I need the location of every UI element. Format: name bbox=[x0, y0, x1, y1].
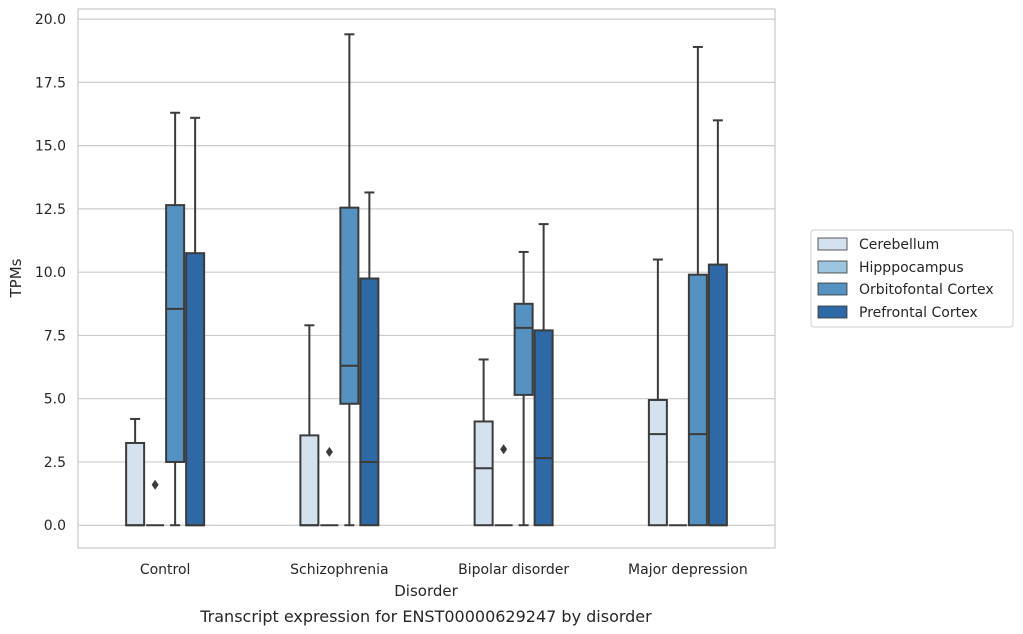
legend-swatch-prefrontal-cortex bbox=[817, 305, 848, 319]
box-3-0 bbox=[647, 258, 668, 527]
y-tick-label: 10.0 bbox=[35, 265, 66, 281]
box-0-3 bbox=[185, 116, 206, 527]
box-body bbox=[533, 329, 554, 527]
box-1-2 bbox=[339, 33, 360, 527]
box-3-2 bbox=[687, 45, 708, 527]
x-tick-label: Bipolar disorder bbox=[458, 562, 569, 578]
box-body bbox=[707, 263, 728, 527]
boxes bbox=[125, 33, 728, 527]
box-1-0 bbox=[299, 324, 320, 527]
y-tick-label: 0.0 bbox=[44, 518, 66, 534]
legend-label-hipppocampus: Hipppocampus bbox=[859, 260, 964, 276]
y-axis-title: TPMs bbox=[7, 258, 25, 298]
box-1-3 bbox=[359, 191, 380, 527]
legend-label-cerebellum: Cerebellum bbox=[859, 237, 939, 253]
box-3-3 bbox=[707, 119, 728, 527]
box-body bbox=[339, 206, 360, 405]
y-tick-label: 7.5 bbox=[44, 328, 66, 344]
legend-frame bbox=[810, 229, 1014, 328]
box-2-3 bbox=[533, 223, 554, 527]
y-tick-labels: 0.0 2.5 5.0 7.5 10.0 12.5 15.0 17.5 20.0 bbox=[35, 12, 66, 534]
box-body bbox=[125, 441, 146, 527]
flier-point bbox=[325, 446, 333, 457]
box-0-1 bbox=[146, 479, 165, 527]
y-tick-label: 17.5 bbox=[35, 75, 66, 91]
box-body bbox=[359, 277, 380, 527]
box-body bbox=[513, 302, 534, 396]
legend-swatch-hipppocampus bbox=[817, 260, 848, 274]
y-tick-label: 15.0 bbox=[35, 139, 66, 155]
legend-swatch-cerebellum bbox=[817, 237, 848, 251]
box-0-0 bbox=[125, 417, 146, 527]
x-tick-label: Major depression bbox=[628, 562, 748, 578]
flier-point bbox=[151, 479, 159, 490]
box-2-1 bbox=[494, 444, 513, 527]
x-tick-label: Schizophrenia bbox=[290, 562, 388, 578]
y-tick-label: 20.0 bbox=[35, 12, 66, 28]
box-body bbox=[299, 434, 320, 527]
box-body bbox=[185, 252, 206, 527]
y-tick-label: 12.5 bbox=[35, 202, 66, 218]
box-body bbox=[647, 398, 668, 527]
legend-swatch-orbitofontal-cortex bbox=[817, 282, 848, 296]
box-body bbox=[687, 273, 708, 527]
legend-label-prefrontal-cortex: Prefrontal Cortex bbox=[859, 305, 978, 321]
box-body bbox=[165, 204, 186, 463]
x-axis-title: Disorder bbox=[394, 582, 458, 600]
box-0-2 bbox=[165, 111, 186, 527]
y-tick-label: 5.0 bbox=[44, 392, 66, 408]
box-body bbox=[473, 420, 494, 527]
box-2-0 bbox=[473, 358, 494, 527]
legend-label-orbitofontal-cortex: Orbitofontal Cortex bbox=[859, 282, 994, 298]
plot-frame bbox=[77, 8, 776, 549]
box-2-2 bbox=[513, 250, 534, 527]
x-tick-labels: Control Schizophrenia Bipolar disorder Majo… bbox=[140, 562, 748, 578]
chart-title: Transcript expression for ENST0000062924… bbox=[199, 607, 652, 626]
box-1-1 bbox=[320, 446, 339, 527]
y-tick-label: 2.5 bbox=[44, 455, 66, 471]
legend: Cerebellum Hipppocampus Orbitofontal Cor… bbox=[810, 229, 1014, 328]
x-tick-label: Control bbox=[140, 562, 191, 578]
flier-point bbox=[500, 444, 508, 455]
